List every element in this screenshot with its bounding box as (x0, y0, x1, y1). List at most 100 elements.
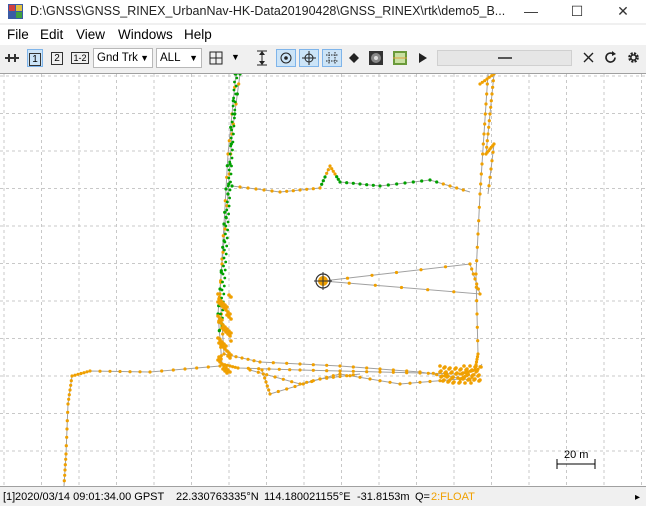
menu-view[interactable]: View (76, 27, 106, 42)
drag-handle-icon[interactable] (5, 53, 19, 63)
menu-windows[interactable]: Windows (118, 27, 173, 42)
float-point (461, 188, 465, 192)
show-grid-button[interactable] (322, 49, 342, 67)
float-point (217, 319, 221, 323)
float-point (271, 361, 275, 365)
float-point (365, 366, 369, 370)
float-point (278, 190, 282, 194)
fix-point (229, 125, 233, 129)
float-point (450, 376, 454, 380)
plot-type-select[interactable]: Gnd Trk ▼ (93, 48, 153, 68)
float-point (233, 365, 237, 369)
float-point (347, 281, 351, 285)
float-point (461, 377, 465, 381)
menu-edit[interactable]: Edit (40, 27, 64, 42)
crosshair-select-icon[interactable] (209, 51, 223, 65)
float-point (231, 365, 235, 369)
float-point (298, 382, 302, 386)
solution-1-2-button[interactable]: 1-2 (70, 49, 90, 67)
float-point (479, 365, 483, 369)
fix-point (224, 187, 228, 191)
float-point (451, 381, 455, 385)
float-point (474, 272, 478, 276)
float-point (225, 313, 229, 317)
float-point (257, 367, 261, 371)
maximize-button[interactable]: ☐ (570, 3, 584, 19)
close-icon[interactable] (583, 52, 594, 63)
play-icon[interactable] (418, 53, 428, 63)
float-point (85, 370, 89, 374)
minimize-button[interactable]: — (524, 3, 538, 19)
fix-point (233, 100, 237, 104)
menu-help[interactable]: Help (184, 27, 212, 42)
float-point (328, 164, 332, 168)
fix-center-button[interactable] (299, 49, 319, 67)
gear-icon[interactable] (627, 51, 640, 64)
time-slider[interactable] (437, 50, 572, 66)
point-marker-icon[interactable] (348, 52, 360, 64)
float-point (426, 371, 430, 375)
fix-point (336, 177, 340, 181)
float-point (449, 371, 453, 375)
float-point (486, 132, 490, 136)
float-point (326, 168, 330, 172)
float-point (438, 370, 442, 374)
map-image-icon[interactable] (393, 51, 407, 65)
reload-icon[interactable] (604, 51, 617, 64)
close-window-button[interactable]: ✕ (617, 3, 629, 19)
float-point (398, 382, 402, 386)
fix-point (225, 164, 229, 168)
fix-point (219, 269, 223, 273)
float-point (227, 293, 231, 297)
float-point (378, 379, 382, 383)
float-point (216, 300, 220, 304)
float-point (481, 142, 485, 146)
float-point (491, 150, 495, 154)
float-point (478, 292, 482, 296)
solution-2-button[interactable]: 2 (49, 49, 65, 67)
vertical-fit-icon[interactable] (256, 50, 268, 66)
center-origin-button[interactable] (276, 49, 296, 67)
fix-point (365, 183, 369, 187)
fix-point (335, 175, 339, 179)
float-point (276, 389, 280, 394)
solution-1-button[interactable]: 1 (27, 49, 43, 67)
float-point (258, 360, 262, 364)
satellite-select[interactable]: ALL ▼ (156, 48, 202, 68)
float-point (330, 167, 334, 171)
sky-image-icon[interactable] (369, 51, 383, 65)
float-point (483, 122, 487, 126)
float-point (216, 292, 220, 296)
status-quality-label: Q= (415, 491, 430, 503)
scale-label: 20 m (564, 449, 588, 461)
fix-point (227, 176, 231, 180)
float-point (469, 369, 473, 373)
float-point (222, 352, 226, 356)
status-expand-icon[interactable]: ▸ (634, 492, 640, 503)
slider-thumb[interactable] (498, 57, 512, 59)
float-point (301, 382, 305, 386)
float-point (345, 276, 350, 280)
fix-point (221, 280, 224, 284)
float-point (345, 374, 349, 378)
float-point (480, 80, 484, 84)
ground-track-canvas[interactable]: 20 m (0, 74, 646, 486)
float-point (465, 373, 469, 377)
float-point (475, 312, 479, 316)
menu-file[interactable]: File (7, 27, 29, 42)
fix-point (230, 120, 234, 124)
crosshair-dropdown-icon[interactable]: ▼ (231, 52, 240, 62)
fix-point (345, 181, 349, 185)
float-point (473, 277, 477, 281)
float-point (338, 372, 342, 376)
ground-track-plot[interactable]: 20 m (0, 73, 646, 487)
fix-point (227, 204, 231, 208)
float-point (443, 265, 448, 269)
float-point (217, 297, 221, 301)
float-point (469, 381, 473, 385)
fix-point (238, 74, 242, 76)
fix-point (218, 328, 222, 332)
float-point (441, 182, 445, 186)
float-point (483, 112, 487, 116)
float-point (470, 374, 474, 378)
